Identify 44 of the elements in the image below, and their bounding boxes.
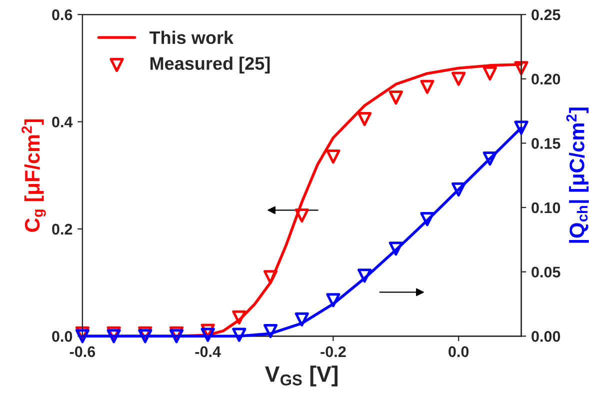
x-tick-label: -0.6: [70, 346, 96, 358]
point: [452, 182, 466, 197]
y2-tick-label: 0.00: [532, 331, 560, 342]
point: [294, 312, 309, 326]
y2-axis-title: |Q$_{ch}$| [μC/cm$^{2}$]: [566, 108, 589, 243]
point: [452, 72, 466, 86]
y-tick-label: 0.2: [52, 224, 72, 235]
point: [420, 212, 434, 226]
point: [75, 329, 90, 344]
point: [514, 61, 528, 76]
x-axis-title: V$_{GS}$ [V]: [265, 366, 338, 386]
point: [106, 329, 121, 344]
y2-tick-label: 0.15: [532, 138, 560, 149]
y2-tick-label: 0.25: [532, 9, 560, 20]
point: [263, 324, 278, 338]
legend-label: Measured [25]: [150, 56, 270, 74]
x-tick-label: -0.4: [195, 346, 221, 358]
point: [138, 329, 152, 344]
point: [388, 242, 403, 256]
point: [482, 152, 497, 166]
y2-tick-label: 0.20: [532, 74, 560, 85]
legend-label: This work: [149, 30, 234, 44]
point: [232, 328, 246, 342]
y2-tick-label: 0.05: [532, 266, 560, 278]
y-axis-title: C$_{g}$ [μF/cm$^{2}$]: [22, 119, 46, 232]
point: [294, 208, 309, 223]
point: [357, 268, 372, 283]
y-tick-label: 0.6: [52, 9, 72, 20]
point: [200, 328, 215, 342]
x-tick-label: 0.0: [448, 346, 469, 358]
point: [232, 310, 246, 324]
point: [357, 112, 372, 126]
y-tick-label: 0.4: [52, 116, 73, 128]
point: [482, 66, 497, 81]
point: [388, 90, 403, 105]
y-tick-label: 0.0: [52, 331, 72, 342]
y2-tick-label: 0.10: [532, 202, 560, 214]
x-tick-label: -0.2: [320, 346, 346, 358]
point: [420, 80, 434, 94]
point: [169, 329, 184, 344]
point: [326, 293, 340, 308]
point: [326, 150, 340, 164]
point: [263, 270, 278, 284]
point: [514, 120, 528, 135]
